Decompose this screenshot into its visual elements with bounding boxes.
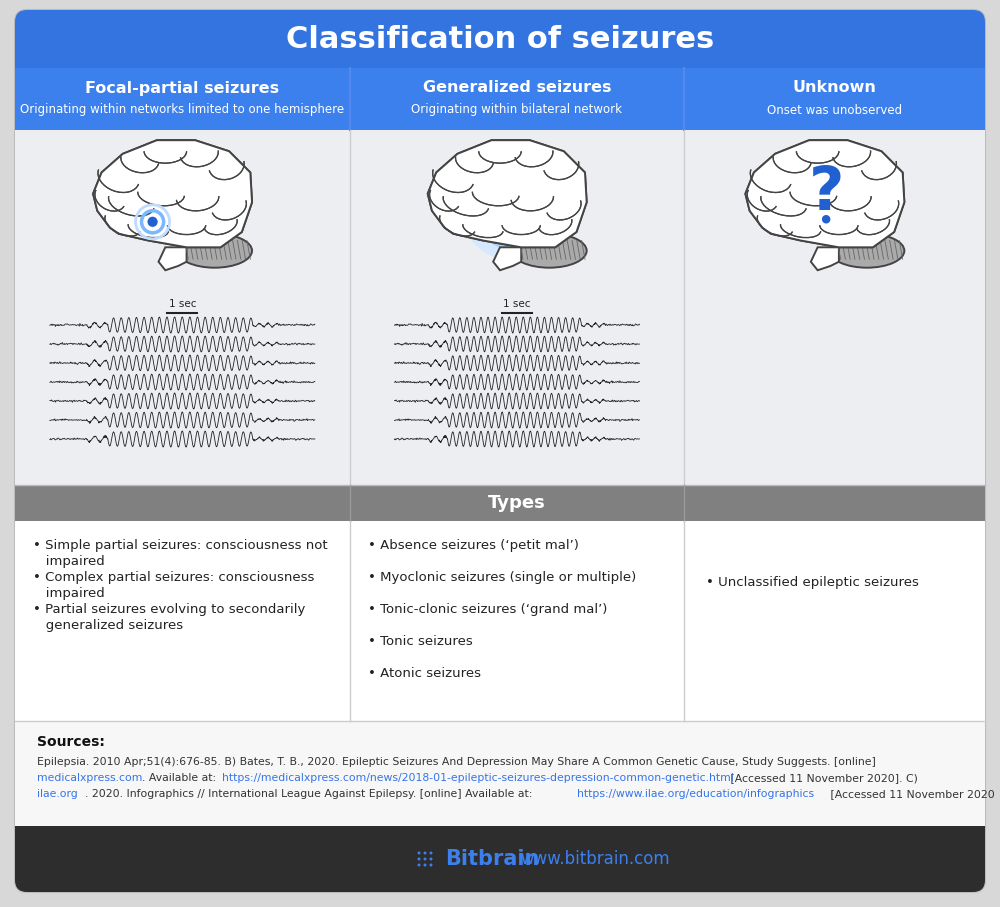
Circle shape — [424, 857, 426, 861]
Text: Onset was unobserved: Onset was unobserved — [767, 103, 902, 116]
Ellipse shape — [177, 234, 252, 268]
Text: Unknown: Unknown — [793, 81, 877, 95]
Circle shape — [418, 863, 420, 866]
Text: medicalxpress.com: medicalxpress.com — [37, 773, 142, 783]
Bar — [684, 68, 985, 130]
Polygon shape — [745, 141, 904, 248]
FancyBboxPatch shape — [15, 10, 985, 892]
Text: 1 sec: 1 sec — [503, 299, 531, 309]
Text: • Tonic seizures: • Tonic seizures — [368, 635, 472, 648]
Polygon shape — [93, 141, 252, 248]
Text: • Unclassified epileptic seizures: • Unclassified epileptic seizures — [706, 576, 919, 589]
Circle shape — [424, 863, 426, 866]
Ellipse shape — [830, 234, 904, 268]
Bar — [15, 826, 985, 840]
Text: Originating within networks limited to one hemisphere: Originating within networks limited to o… — [20, 103, 344, 116]
Text: Types: Types — [488, 494, 546, 512]
Bar — [350, 68, 684, 130]
Circle shape — [491, 177, 542, 228]
Text: https://www.ilae.org/education/infographics: https://www.ilae.org/education/infograph… — [577, 789, 814, 799]
Text: • Partial seizures evolving to secondarily: • Partial seizures evolving to secondari… — [33, 603, 305, 616]
Circle shape — [822, 215, 830, 223]
Text: Focal-partial seizures: Focal-partial seizures — [85, 81, 279, 95]
Text: Epilepsia. 2010 Apr;51(4):676-85. B) Bates, T. B., 2020. Epileptic Seizures And : Epilepsia. 2010 Apr;51(4):676-85. B) Bat… — [37, 757, 876, 767]
Text: Bitbrain: Bitbrain — [445, 849, 539, 869]
Bar — [15, 485, 985, 521]
Polygon shape — [159, 248, 187, 270]
Circle shape — [418, 857, 420, 861]
Bar — [15, 130, 985, 485]
Bar — [15, 53, 985, 68]
Text: • Myoclonic seizures (single or multiple): • Myoclonic seizures (single or multiple… — [368, 571, 636, 584]
Text: 1 sec: 1 sec — [169, 299, 196, 309]
Text: generalized seizures: generalized seizures — [33, 619, 183, 632]
Circle shape — [424, 852, 426, 854]
Text: https://medicalxpress.com/news/2018-01-epileptic-seizures-depression-common-gene: https://medicalxpress.com/news/2018-01-e… — [222, 773, 734, 783]
Polygon shape — [93, 141, 252, 248]
Circle shape — [503, 188, 531, 217]
Polygon shape — [428, 141, 587, 248]
Text: • Absence seizures (‘petit mal’): • Absence seizures (‘petit mal’) — [368, 539, 579, 552]
FancyBboxPatch shape — [15, 10, 985, 68]
Bar — [15, 721, 985, 826]
Text: Generalized seizures: Generalized seizures — [423, 81, 611, 95]
Text: • Complex partial seizures: consciousness: • Complex partial seizures: consciousnes… — [33, 571, 314, 584]
Circle shape — [469, 154, 565, 250]
Text: impaired: impaired — [33, 555, 105, 568]
Text: Sources:: Sources: — [37, 735, 105, 749]
Text: impaired: impaired — [33, 587, 105, 600]
Bar — [15, 68, 350, 130]
Text: . 2020. Infographics // International League Against Epilepsy. [online] Availabl: . 2020. Infographics // International Le… — [85, 789, 536, 799]
Text: [Accessed 11 November 2020: [Accessed 11 November 2020 — [827, 789, 995, 799]
Circle shape — [430, 852, 432, 854]
Circle shape — [147, 217, 158, 227]
Ellipse shape — [512, 234, 587, 268]
Text: • Simple partial seizures: consciousness not: • Simple partial seizures: consciousness… — [33, 539, 328, 552]
Circle shape — [510, 195, 524, 209]
Text: • Atonic seizures: • Atonic seizures — [368, 667, 481, 680]
Polygon shape — [745, 141, 904, 248]
Text: • Tonic-clonic seizures (‘grand mal’): • Tonic-clonic seizures (‘grand mal’) — [368, 603, 607, 616]
Text: Classification of seizures: Classification of seizures — [286, 24, 714, 54]
Circle shape — [457, 142, 576, 262]
Polygon shape — [811, 248, 839, 270]
Text: Originating within bilateral network: Originating within bilateral network — [411, 103, 622, 116]
Text: ilae.org: ilae.org — [37, 789, 78, 799]
Text: www.bitbrain.com: www.bitbrain.com — [520, 850, 670, 868]
Text: ?: ? — [808, 164, 844, 223]
Circle shape — [480, 166, 554, 239]
Polygon shape — [493, 248, 521, 270]
FancyBboxPatch shape — [15, 826, 985, 892]
Polygon shape — [428, 141, 587, 248]
Circle shape — [430, 863, 432, 866]
Text: . Available at:: . Available at: — [142, 773, 220, 783]
Bar — [15, 521, 985, 721]
Text: [Accessed 11 November 2020]. C): [Accessed 11 November 2020]. C) — [727, 773, 918, 783]
Circle shape — [418, 852, 420, 854]
Circle shape — [430, 857, 432, 861]
